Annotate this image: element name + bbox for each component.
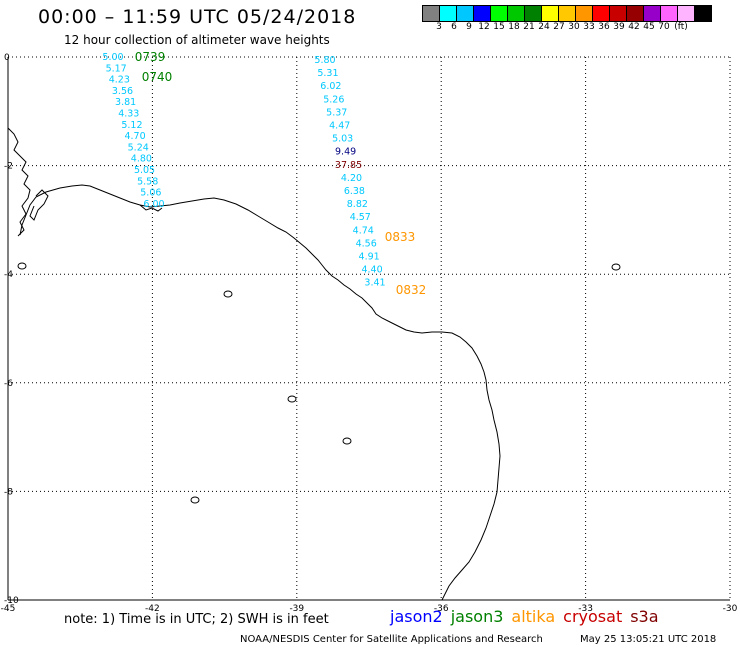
lat-tick: -2 bbox=[4, 162, 13, 172]
track2-value: 4.57 bbox=[350, 212, 371, 223]
track2-value: 5.03 bbox=[332, 134, 353, 145]
legend-tick: 9 bbox=[466, 22, 472, 32]
legend-tick: 15 bbox=[493, 22, 505, 32]
credit-line: NOAA/NESDIS Center for Satellite Applica… bbox=[240, 634, 543, 645]
axis-tick-labels: -45 -42 -39 -36 -33 -30 0 -2 -4 -6 -8 -10 bbox=[1, 53, 738, 614]
legend-tick: 24 bbox=[538, 22, 550, 32]
track2-value: 9.49 bbox=[335, 147, 356, 158]
track2-value: 4.40 bbox=[361, 265, 382, 276]
track2-value: 5.26 bbox=[323, 94, 344, 105]
track1-value: 4.80 bbox=[131, 154, 152, 165]
legend-tick: 27 bbox=[553, 22, 565, 32]
lat-tick: -8 bbox=[4, 487, 13, 497]
track1-value: 5.24 bbox=[128, 142, 149, 153]
legend-unit: (ft) bbox=[674, 22, 688, 32]
map-frame bbox=[7, 56, 731, 601]
map-title: 00:00 – 11:59 UTC 05/24/2018 bbox=[38, 6, 357, 28]
legend-tick: 39 bbox=[613, 22, 625, 32]
units-note: note: 1) Time is in UTC; 2) SWH is in fe… bbox=[64, 612, 329, 627]
track2-value: 3.41 bbox=[364, 278, 385, 289]
track2-value: 6.02 bbox=[320, 81, 341, 92]
track1-value: 4.23 bbox=[109, 75, 130, 86]
track1-value: 3.56 bbox=[112, 86, 133, 97]
satellite-jason3: jason3 bbox=[450, 607, 504, 626]
mainland-coast bbox=[19, 184, 501, 601]
satellite-jason2: jason2 bbox=[390, 607, 443, 626]
satellite-cryosat: cryosat bbox=[563, 607, 623, 626]
track2-value: 5.80 bbox=[314, 55, 335, 66]
track1-value: 5.17 bbox=[106, 63, 127, 74]
generation-timestamp: May 25 13:05:21 UTC 2018 bbox=[580, 634, 717, 645]
map-subtitle: 12 hour collection of altimeter wave hei… bbox=[64, 33, 330, 47]
lon-tick: -39 bbox=[289, 604, 304, 614]
island-small-a bbox=[287, 395, 297, 403]
track1-value: 5.06 bbox=[140, 188, 161, 199]
islet bbox=[190, 496, 200, 504]
track2-value: 6.38 bbox=[344, 186, 365, 197]
island-far-east bbox=[611, 263, 621, 271]
track1-value: 5.05 bbox=[134, 165, 155, 176]
track2-value: 37.85 bbox=[335, 160, 362, 171]
legend-tick: 6 bbox=[451, 22, 457, 32]
bay-coast bbox=[139, 204, 163, 212]
altimeter-track-2: 5.80 5.31 6.02 5.26 5.37 4.47 5.03 9.49 37.85 4.2… bbox=[314, 55, 426, 297]
satellite-s3a: s3a bbox=[630, 607, 659, 626]
lat-tick: 0 bbox=[4, 53, 10, 63]
coastline bbox=[7, 127, 501, 601]
island-small-b bbox=[342, 437, 352, 445]
islands bbox=[17, 262, 621, 504]
track1-value: 5.00 bbox=[102, 52, 123, 63]
track2-value: 4.74 bbox=[353, 225, 374, 236]
track2-value: 8.82 bbox=[347, 199, 368, 210]
legend-tick: 33 bbox=[583, 22, 595, 32]
color-legend bbox=[422, 5, 712, 22]
track2-value: 5.31 bbox=[317, 68, 338, 79]
track2-time: 0833 bbox=[385, 230, 416, 244]
track2-value: 4.56 bbox=[356, 238, 377, 249]
track2-time: 0832 bbox=[396, 283, 427, 297]
legend-tick: 70 bbox=[658, 22, 670, 32]
lon-tick: -45 bbox=[1, 604, 16, 614]
track2-value: 4.91 bbox=[359, 252, 380, 263]
lon-tick: -30 bbox=[723, 604, 738, 614]
track2-value: 4.47 bbox=[329, 121, 350, 132]
track1-time: 0740 bbox=[142, 70, 173, 84]
legend-tick: 36 bbox=[598, 22, 610, 32]
lat-tick: -6 bbox=[4, 379, 13, 389]
legend-tick: 42 bbox=[628, 22, 640, 32]
track1-value: 5.58 bbox=[137, 176, 158, 187]
lon-tick: -42 bbox=[145, 604, 160, 614]
legend-tick: 45 bbox=[643, 22, 655, 32]
legend-tick: 21 bbox=[523, 22, 535, 32]
lat-tick: -10 bbox=[4, 596, 19, 606]
track1-value: 3.81 bbox=[115, 97, 136, 108]
track1-value: 6.00 bbox=[143, 199, 164, 210]
track1-time: 0739 bbox=[135, 50, 166, 64]
legend-tick: 12 bbox=[478, 22, 490, 32]
legend-tick: 30 bbox=[568, 22, 580, 32]
track1-value: 4.70 bbox=[124, 131, 145, 142]
lat-tick: -4 bbox=[4, 270, 13, 280]
island-fernando bbox=[223, 290, 233, 298]
island-west bbox=[17, 262, 27, 270]
legend-swatch bbox=[694, 5, 712, 22]
delta-island bbox=[29, 189, 49, 221]
track1-value: 5.12 bbox=[121, 120, 142, 131]
track1-value: 4.33 bbox=[118, 109, 139, 120]
legend-tick: 3 bbox=[436, 22, 442, 32]
lon-tick: -33 bbox=[578, 604, 593, 614]
satellite-legend: jason2 jason3 altika cryosat s3a bbox=[390, 607, 667, 626]
satellite-altika: altika bbox=[511, 607, 556, 626]
altimeter-track-1: 5.005.174.233.563.814.335.124.705.244.80… bbox=[102, 50, 172, 210]
lat-lon-grid bbox=[8, 57, 730, 600]
track2-value: 4.20 bbox=[341, 173, 362, 184]
delta-coast bbox=[7, 127, 31, 237]
lon-tick: -36 bbox=[434, 604, 449, 614]
track2-value: 5.37 bbox=[326, 107, 347, 118]
legend-tick: 18 bbox=[508, 22, 520, 32]
